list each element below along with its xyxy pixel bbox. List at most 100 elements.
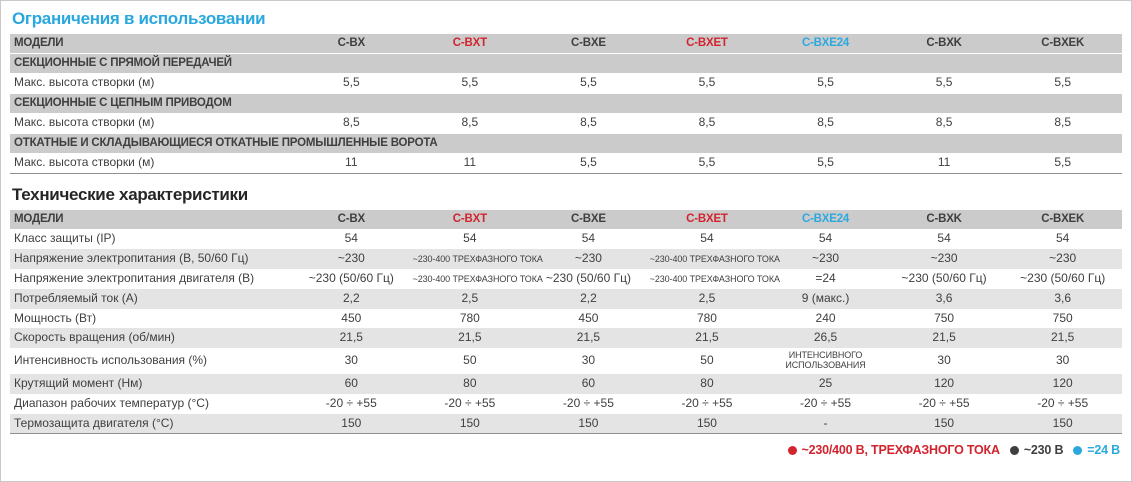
value-cell: 21,5 — [1003, 328, 1122, 349]
value-cell: 150 — [647, 413, 767, 434]
value-cell: ~230 — [529, 249, 648, 270]
models-header-label: МОДЕЛИ — [10, 34, 292, 54]
value-cell: 26,5 — [766, 328, 885, 349]
value-cell: 21,5 — [292, 328, 411, 349]
value-cell: 780 — [696, 310, 717, 325]
row-label: Макс. высота створки (м) — [14, 115, 155, 130]
value-cell: 5,5 — [698, 75, 716, 90]
value-cell: 150 — [529, 413, 648, 434]
value-cell: 80 — [410, 374, 530, 394]
value-cell: 21,5 — [884, 328, 1004, 349]
value-cell: -20 ÷ +55 — [1037, 395, 1089, 410]
value-cell: 8,5 — [935, 115, 953, 130]
table-row: Напряжение электропитания двигателя (В) ~… — [10, 269, 1122, 289]
model-header: C-BXET — [647, 210, 767, 230]
model-header: C-BXT — [410, 210, 530, 230]
table-row: Скорость вращения (об/мин) 21,5 21,5 21,5 21… — [10, 328, 1122, 349]
value-cell: 11 — [937, 155, 951, 170]
value-cell: 54 — [1056, 231, 1070, 246]
value-cell: 30 — [581, 353, 596, 368]
table-row: Интенсивность использования (%) 30 50 30 50 И… — [10, 348, 1122, 374]
model-header: C-BXK — [884, 34, 1004, 54]
value-cell: 60 — [529, 374, 648, 394]
value-cell: 8,5 — [1054, 115, 1072, 130]
value-cell: -20 ÷ +55 — [325, 395, 377, 410]
table-row: Диапазон рабочих температур (°С) -20 ÷ +5… — [10, 394, 1122, 414]
value-cell: 2,5 — [647, 288, 767, 309]
model-header: C-BXE — [529, 34, 648, 54]
model-header: C-BX — [292, 34, 411, 54]
row-label: Потребляемый ток (А) — [10, 288, 292, 309]
value-cell: 5,5 — [342, 75, 360, 90]
table-row: Потребляемый ток (А) 2,2 2,5 2,2 2,5 9 (макс.… — [10, 288, 1122, 309]
value-cell: 750 — [934, 310, 955, 325]
value-cell: -20 ÷ +55 — [562, 395, 614, 410]
value-cell: -20 ÷ +55 — [800, 395, 851, 410]
value-cell: 5,5 — [698, 155, 716, 170]
value-cell: 21,5 — [647, 328, 767, 349]
legend-dot-icon — [1073, 445, 1083, 455]
value-cell: 60 — [292, 374, 411, 394]
value-cell: 54 — [581, 231, 596, 246]
value-cell: ~230 (50/60 Гц) — [901, 271, 987, 286]
value-cell: 30 — [344, 353, 358, 368]
value-cell: 54 — [700, 231, 714, 246]
value-cell: -20 ÷ +55 — [918, 395, 970, 410]
model-header: C-BXE24 — [766, 34, 885, 54]
value-cell: ~230 (50/60 Гц) — [545, 271, 631, 286]
value-cell: 120 — [1003, 374, 1122, 394]
value-cell: 5,5 — [1054, 75, 1072, 90]
legend-item: =24 В — [1073, 443, 1120, 457]
legend-dot-icon — [1009, 445, 1019, 455]
value-cell: 50 — [463, 353, 477, 368]
model-header: C-BXT — [410, 34, 530, 54]
row-label: Диапазон рабочих температур (°С) — [14, 395, 209, 410]
value-cell: 8,5 — [461, 115, 479, 130]
value-cell: 30 — [1056, 353, 1070, 368]
value-cell: =24 — [815, 271, 836, 286]
legend-dot-icon — [787, 445, 797, 455]
value-cell: 8,5 — [817, 115, 834, 130]
row-label: Термозащита двигателя (°С) — [10, 413, 292, 434]
row-label: Класс защиты (IP) — [14, 231, 116, 246]
value-cell: - — [766, 413, 885, 434]
table-row: Класс защиты (IP) 54 54 54 54 54 54 54 — [10, 229, 1122, 249]
voltage-legend: ~230/400 В, ТРЕХФАЗНОГО ТОКА ~230 В =24 В — [10, 443, 1122, 457]
model-header: C-BXK — [884, 210, 1004, 230]
row-label: Интенсивность использования (%) — [14, 353, 208, 368]
value-cell: ~230-400 ТРЕХФАЗНОГО ТОКА — [410, 249, 543, 270]
value-cell: 8,5 — [580, 115, 597, 130]
value-cell: 450 — [578, 310, 599, 325]
table-row: Напряжение электропитания (В, 50/60 Гц) ~… — [10, 249, 1122, 270]
value-cell: 11 — [345, 155, 358, 170]
table-row: Крутящий момент (Нм) 60 80 60 80 25 120 120 — [10, 374, 1122, 394]
specs-title: Технические характеристики — [12, 185, 248, 205]
row-label: Напряжение электропитания (В, 50/60 Гц) — [10, 249, 292, 270]
value-cell: 5,5 — [461, 75, 479, 90]
row-label: Макс. высота створки (м) — [14, 75, 155, 90]
value-cell: ~230-400 ТРЕХФАЗНОГО ТОКА — [649, 273, 780, 284]
value-cell: 30 — [937, 353, 951, 368]
table-row: Макс. высота створки (м) 11 11 5,5 5,5 5,5 11 5… — [10, 153, 1122, 173]
value-cell: ~230-400 ТРЕХФАЗНОГО ТОКА — [412, 273, 543, 284]
value-cell: ~230 — [1003, 249, 1122, 270]
value-cell: 5,5 — [935, 75, 953, 90]
section-header-label: СЕКЦИОННЫЕ С ПРЯМОЙ ПЕРЕДАЧЕЙ — [10, 53, 1122, 74]
value-cell: ~230 — [292, 249, 411, 270]
model-header: C-BXET — [647, 34, 767, 54]
value-cell: 5,5 — [817, 75, 834, 90]
value-cell: ~230 — [766, 249, 885, 270]
value-cell: 8,5 — [342, 115, 360, 130]
value-cell: 150 — [292, 413, 411, 434]
value-cell: 150 — [410, 413, 530, 434]
table-row: Макс. высота створки (м) 5,5 5,5 5,5 5,5 5,5 5… — [10, 73, 1122, 93]
value-cell: 54 — [344, 231, 358, 246]
value-cell: 25 — [766, 374, 885, 394]
value-cell: 9 (макс.) — [766, 288, 885, 309]
value-cell: ~230-400 ТРЕХФАЗНОГО ТОКА — [647, 249, 780, 270]
table-row: Макс. высота створки (м) 8,5 8,5 8,5 8,5 8,5 8… — [10, 113, 1122, 133]
value-cell: 80 — [647, 374, 767, 394]
row-label: Напряжение электропитания двигателя (В) — [14, 271, 255, 286]
section-header-label: СЕКЦИОННЫЕ С ЦЕПНЫМ ПРИВОДОМ — [10, 93, 1122, 114]
